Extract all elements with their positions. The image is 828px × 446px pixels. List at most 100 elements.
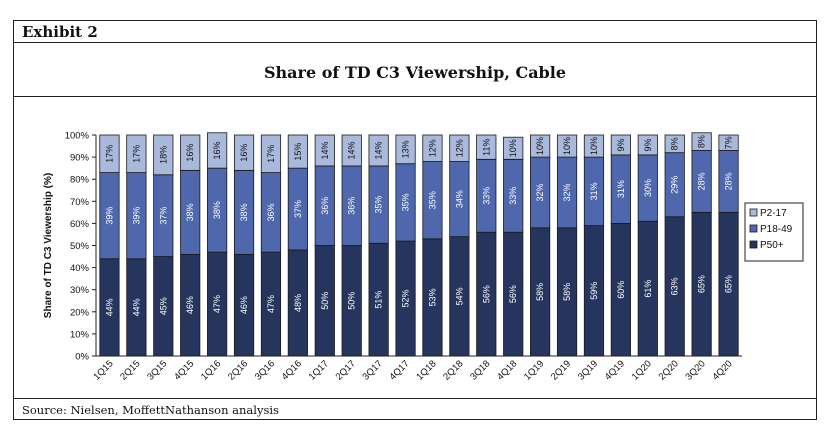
data-label: 14% bbox=[347, 141, 357, 159]
data-label: 33% bbox=[508, 187, 518, 205]
data-label: 9% bbox=[616, 138, 626, 151]
source-divider bbox=[14, 398, 816, 399]
data-label: 53% bbox=[427, 288, 437, 306]
data-label: 36% bbox=[266, 203, 276, 221]
x-tick-label: 4Q16 bbox=[280, 358, 304, 382]
x-tick-label: 1Q17 bbox=[307, 358, 331, 382]
data-label: 38% bbox=[239, 203, 249, 221]
data-label: 47% bbox=[212, 295, 222, 313]
legend-label: P50+ bbox=[760, 240, 784, 251]
bar-segment-p217 bbox=[260, 134, 282, 173]
data-label: 44% bbox=[131, 298, 141, 316]
bar-segment-p217 bbox=[583, 134, 605, 158]
bar-segment-p217 bbox=[503, 136, 524, 160]
legend-swatch bbox=[749, 208, 758, 217]
bar-segment-p217 bbox=[664, 134, 685, 154]
data-label: 51% bbox=[374, 291, 384, 309]
data-label: 48% bbox=[293, 294, 303, 312]
data-label: 18% bbox=[158, 146, 168, 164]
bar-segment-p217 bbox=[314, 134, 335, 167]
data-label: 10% bbox=[508, 139, 518, 157]
y-tick-label: 20% bbox=[70, 307, 90, 318]
y-axis-title: Share of TD C3 Viewership (%) bbox=[43, 173, 54, 318]
y-tick-label: 60% bbox=[70, 219, 90, 230]
data-label: 7% bbox=[724, 136, 734, 149]
data-label: 11% bbox=[481, 138, 491, 155]
bar-segment-p217 bbox=[422, 134, 443, 162]
x-tick-label: 4Q17 bbox=[387, 358, 411, 382]
data-label: 16% bbox=[212, 141, 222, 159]
y-tick-label: 70% bbox=[70, 197, 90, 208]
y-tick-label: 80% bbox=[70, 175, 90, 186]
data-label: 44% bbox=[104, 298, 114, 316]
data-label: 38% bbox=[212, 201, 222, 219]
data-label: 17% bbox=[131, 145, 141, 163]
data-label: 61% bbox=[643, 280, 653, 298]
data-label: 28% bbox=[697, 172, 707, 190]
title-divider bbox=[14, 96, 816, 97]
bar-segment-p217 bbox=[153, 134, 174, 176]
data-label: 16% bbox=[185, 144, 195, 162]
data-label: 14% bbox=[374, 141, 384, 159]
bar-segment-p217 bbox=[207, 132, 228, 169]
bar-segment-p217 bbox=[476, 134, 497, 160]
bar-segment-p217 bbox=[691, 132, 712, 151]
bar-segment-p217 bbox=[180, 134, 201, 171]
data-label: 10% bbox=[589, 137, 599, 155]
x-tick-label: 2Q18 bbox=[441, 358, 465, 382]
data-label: 56% bbox=[481, 285, 491, 303]
data-label: 39% bbox=[131, 207, 141, 225]
data-label: 17% bbox=[266, 145, 276, 163]
bar-segment-p217 bbox=[395, 134, 416, 165]
x-tick-label: 4Q18 bbox=[495, 358, 519, 382]
data-label: 39% bbox=[104, 207, 114, 225]
data-label: 65% bbox=[697, 275, 707, 293]
data-label: 58% bbox=[535, 283, 545, 301]
data-label: 58% bbox=[562, 283, 572, 301]
data-label: 32% bbox=[562, 183, 572, 201]
data-label: 60% bbox=[616, 281, 626, 299]
x-tick-label: 1Q19 bbox=[522, 358, 546, 382]
y-tick-label: 100% bbox=[65, 131, 90, 142]
x-tick-label: 4Q20 bbox=[710, 358, 734, 382]
x-tick-label: 2Q15 bbox=[118, 358, 142, 382]
x-tick-label: 1Q20 bbox=[630, 358, 654, 382]
data-label: 35% bbox=[427, 191, 437, 209]
data-label: 8% bbox=[670, 137, 680, 150]
data-label: 10% bbox=[562, 137, 572, 155]
data-label: 13% bbox=[401, 140, 411, 158]
x-tick-label: 2Q20 bbox=[657, 358, 681, 382]
data-label: 14% bbox=[320, 141, 330, 159]
x-tick-label: 3Q15 bbox=[145, 358, 169, 382]
x-tick-label: 4Q15 bbox=[172, 358, 196, 382]
x-tick-label: 2Q17 bbox=[334, 358, 358, 382]
legend-label: P2-17 bbox=[760, 208, 787, 219]
data-label: 12% bbox=[454, 139, 464, 157]
data-label: 47% bbox=[266, 295, 276, 313]
y-tick-label: 30% bbox=[70, 285, 90, 296]
data-label: 16% bbox=[239, 144, 249, 162]
x-tick-label: 1Q15 bbox=[91, 358, 115, 382]
y-tick-label: 40% bbox=[70, 263, 90, 274]
bar-segment-p217 bbox=[556, 134, 578, 158]
y-tick-label: 0% bbox=[75, 352, 89, 363]
data-label: 10% bbox=[535, 137, 545, 155]
data-label: 65% bbox=[724, 275, 734, 293]
x-tick-label: 3Q19 bbox=[576, 358, 600, 382]
bar-segment-p217 bbox=[637, 134, 658, 156]
data-label: 9% bbox=[643, 138, 653, 151]
data-label: 34% bbox=[454, 190, 464, 208]
y-tick-label: 90% bbox=[70, 153, 90, 164]
data-label: 12% bbox=[427, 139, 437, 157]
chart-title: Share of TD C3 Viewership, Cable bbox=[263, 63, 566, 82]
bar-segment-p217 bbox=[368, 134, 389, 167]
data-label: 46% bbox=[239, 296, 249, 314]
bar-segment-p217 bbox=[530, 134, 551, 158]
data-label: 36% bbox=[320, 197, 330, 215]
data-label: 29% bbox=[670, 176, 680, 194]
data-label: 28% bbox=[724, 172, 734, 190]
y-tick-label: 10% bbox=[70, 329, 90, 340]
data-label: 32% bbox=[535, 183, 545, 201]
data-label: 36% bbox=[347, 197, 357, 215]
x-tick-label: 1Q18 bbox=[414, 358, 438, 382]
